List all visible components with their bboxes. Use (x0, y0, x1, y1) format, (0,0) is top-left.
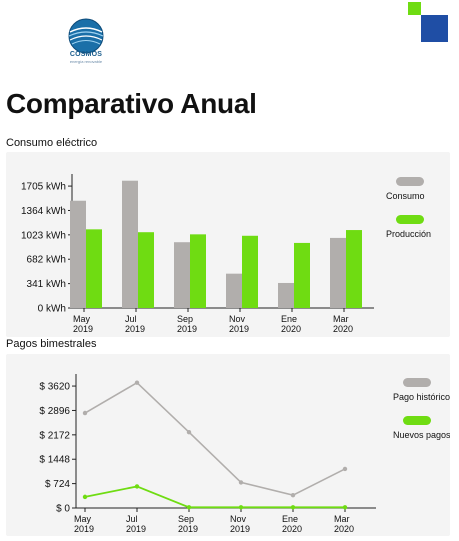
data-point (238, 480, 244, 485)
x-tick-label: Nov (229, 314, 246, 324)
x-tick-label-year: 2019 (126, 524, 146, 534)
pagos-line-chart: $ 0$ 724$ 1448$ 2172$ 2896$ 3620May2019J… (39, 374, 451, 534)
x-tick-label: Jul (125, 314, 137, 324)
y-tick-label: 682 kWh (27, 255, 66, 266)
legend-label: Pago histórico (393, 392, 450, 402)
bar-produccion (294, 242, 310, 308)
bar-consumo (70, 200, 86, 308)
x-tick-label-year: 2019 (74, 524, 94, 534)
bar-consumo (226, 273, 242, 308)
bar-produccion (242, 235, 258, 308)
y-tick-label: 0 kWh (38, 304, 66, 315)
x-tick-label-year: 2019 (177, 324, 197, 334)
bar-consumo (122, 180, 138, 308)
bar-produccion (86, 229, 102, 308)
data-point (186, 505, 192, 510)
x-tick-label-year: 2020 (282, 524, 302, 534)
legend-label: Consumo (386, 191, 425, 201)
x-tick-label-year: 2020 (281, 324, 301, 334)
bar-produccion (190, 234, 206, 308)
y-tick-label: 1364 kWh (21, 206, 66, 217)
data-point (186, 430, 192, 435)
pagos-section-label: Pagos bimestrales (6, 338, 97, 350)
bar-consumo (330, 237, 346, 308)
logo-wordmark: COSMOS (69, 51, 103, 58)
legend-swatch (403, 378, 431, 387)
x-tick-label-year: 2019 (230, 524, 250, 534)
y-tick-label: $ 1448 (39, 455, 70, 466)
bar-produccion (138, 232, 154, 308)
y-tick-label: $ 2172 (39, 430, 70, 441)
x-tick-label: Nov (230, 514, 247, 524)
y-tick-label: $ 0 (56, 504, 70, 515)
y-tick-label: $ 3620 (39, 382, 70, 393)
x-tick-label: Sep (178, 514, 194, 524)
data-point (290, 493, 296, 498)
data-point (82, 494, 88, 500)
accent-square-green (408, 2, 421, 15)
bar-consumo (278, 282, 294, 308)
x-tick-label-year: 2019 (73, 324, 93, 334)
x-tick-label: May (74, 514, 92, 524)
data-point (290, 505, 296, 510)
company-logo (68, 18, 104, 54)
y-tick-label: 1705 kWh (21, 182, 66, 193)
x-tick-label: Ene (281, 314, 297, 324)
legend-swatch (403, 416, 431, 425)
x-tick-label-year: 2020 (334, 524, 354, 534)
data-point (134, 380, 140, 385)
data-point (82, 410, 88, 416)
pagos-chart-panel: $ 0 $ 724 $ 1448 $ 2172 $ 2896 $ 3620 May 2019 J… (6, 354, 451, 536)
x-tick-label-year: 2019 (125, 324, 145, 334)
data-point (238, 505, 244, 510)
x-tick-label: May (73, 314, 91, 324)
data-point (134, 484, 140, 489)
data-point (342, 505, 348, 510)
consumo-section-label: Consumo eléctrico (6, 137, 98, 149)
y-tick-label: $ 724 (45, 479, 70, 490)
legend-label: Nuevos pagos (393, 430, 450, 440)
x-tick-label-year: 2019 (229, 324, 249, 334)
legend-swatch (396, 177, 424, 186)
bar-produccion (346, 230, 362, 308)
logo-tagline: energía renovable (69, 59, 103, 64)
x-tick-label-year: 2020 (333, 324, 353, 334)
y-tick-label: $ 2896 (39, 406, 70, 417)
x-tick-label-year: 2019 (178, 524, 198, 534)
bar-consumo (174, 242, 190, 308)
data-point (342, 466, 348, 472)
consumo-chart-panel: 0 kWh 341 kWh 682 kWh 1023 kWh 1364 kWh 1705 … (6, 152, 450, 337)
accent-square-blue (421, 15, 448, 42)
y-tick-label: 1023 kWh (21, 230, 66, 241)
series-line-nuevos (84, 485, 345, 509)
x-tick-label: Jul (126, 514, 138, 524)
x-tick-label: Sep (177, 314, 193, 324)
consumo-bar-chart: 0 kWh 341 kWh 682 kWh 1023 kWh 1364 kWh 1705 … (21, 174, 431, 334)
x-tick-label: Mar (333, 314, 349, 324)
x-tick-label: Mar (334, 514, 350, 524)
legend-label: Producción (386, 229, 431, 239)
series-line-historico (84, 381, 346, 497)
x-tick-label: Ene (282, 514, 298, 524)
legend-swatch (396, 215, 424, 224)
page-title: Comparativo Anual (6, 88, 257, 119)
y-tick-label: 341 kWh (27, 279, 66, 290)
